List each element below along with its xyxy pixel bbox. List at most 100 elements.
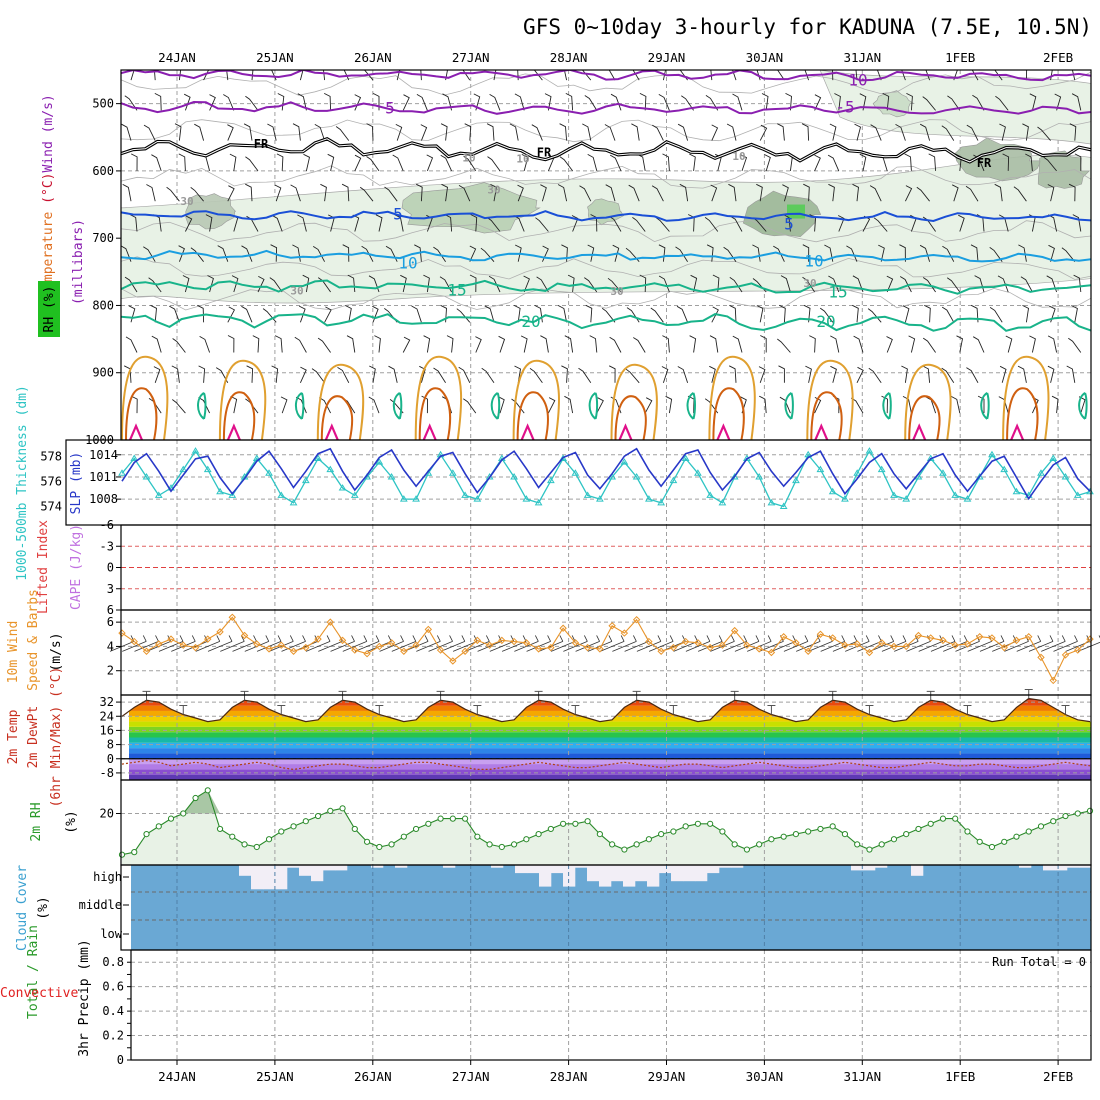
- rh-contour-line: [121, 165, 1091, 189]
- wind10-marker: [706, 643, 714, 652]
- contour-label: 10: [848, 71, 867, 90]
- rh-marker: [327, 807, 334, 815]
- wind-barb: [711, 124, 719, 141]
- temp-mask: [121, 695, 129, 780]
- cloud-high-bar: [1079, 865, 1092, 868]
- slp-marker: [890, 491, 898, 498]
- wind-barb: [169, 305, 180, 323]
- temp-tick-label: -8: [100, 766, 114, 780]
- rh-contour-line: [121, 71, 1091, 96]
- slp-marker: [326, 465, 335, 473]
- isotherm-25-loop: [1002, 355, 1050, 440]
- wind-barb: [1002, 153, 1010, 171]
- wind-barb: [705, 95, 719, 111]
- wind-barb: [420, 70, 422, 81]
- wind-barb: [906, 92, 913, 111]
- wind-barb: [172, 399, 186, 414]
- wind-barb: [327, 153, 335, 172]
- wind-barb: [656, 217, 670, 232]
- wind-barb: [712, 274, 720, 293]
- wind10-marker: [400, 647, 408, 655]
- wind-barb: [777, 123, 785, 141]
- slp-marker: [473, 495, 482, 502]
- wind-barb: [989, 247, 1003, 262]
- wind-barb: [190, 247, 204, 262]
- wind-barb: [681, 95, 694, 111]
- temp-minmax-whisker: [179, 704, 188, 715]
- temp-minmax-whisker: [375, 704, 384, 715]
- wind-barb: [729, 277, 743, 293]
- slp-marker: [191, 447, 200, 454]
- wind-barb: [384, 186, 398, 202]
- wind-barb: [227, 124, 234, 141]
- cloud-high-bar: [575, 865, 588, 868]
- rh-marker: [180, 810, 187, 817]
- wind10-marker: [351, 646, 359, 654]
- wind10-marker: [1025, 633, 1033, 641]
- slp-marker: [375, 458, 384, 465]
- wind10-marker: [191, 643, 200, 652]
- wind10-marker: [939, 636, 947, 645]
- rh-marker: [547, 825, 554, 833]
- wind-barb: [689, 335, 697, 353]
- wind-barb: [174, 123, 182, 141]
- wind-barb: [124, 95, 138, 111]
- wind-barb: [1013, 186, 1027, 202]
- slp-marker: [718, 498, 727, 506]
- contour-label: 30: [803, 277, 816, 290]
- wind-barb: [423, 335, 431, 353]
- wind-barb: [805, 365, 812, 383]
- wind10-barb: [220, 635, 245, 652]
- date-label-bottom: 29JAN: [648, 1069, 686, 1084]
- wind-barb: [581, 70, 592, 81]
- wind-barb: [732, 70, 737, 81]
- wind-barb: [803, 183, 810, 202]
- rh-marker: [645, 836, 652, 843]
- wind-barb: [1071, 305, 1078, 323]
- slp-marker: [828, 487, 837, 495]
- precip-convective-label: Convective: [0, 986, 78, 1001]
- wind10-barb: [305, 635, 331, 652]
- wind10-barb: [636, 635, 662, 652]
- rh-marker: [878, 841, 885, 848]
- contour-label: 30: [610, 285, 623, 298]
- cloud-high-bar: [323, 865, 336, 871]
- wind10-marker: [1000, 643, 1008, 652]
- rh-contour-line: [121, 256, 1091, 280]
- wind-barb: [464, 123, 472, 141]
- wind-barb: [579, 185, 592, 202]
- cloud-high-bar: [527, 865, 540, 874]
- wind10-marker: [902, 642, 910, 651]
- slp-marker: [559, 454, 567, 461]
- wind-barb: [154, 92, 162, 111]
- wind-barb: [274, 335, 283, 353]
- wind-barb: [855, 70, 858, 81]
- slp-marker: [755, 472, 764, 480]
- date-label-top: 25JAN: [256, 50, 294, 65]
- wind-barb: [561, 365, 568, 383]
- wind-barb: [395, 123, 403, 141]
- wind-barb: [956, 335, 964, 353]
- contour-label: 5: [385, 98, 395, 117]
- wind10-barb: [514, 635, 539, 652]
- wind10-marker: [890, 642, 898, 651]
- wind-barb: [886, 336, 893, 353]
- chart-title: GFS 0~10day 3-hourly for KADUNA (7.5E, 1…: [523, 15, 1092, 39]
- cloud-high-bar: [539, 865, 552, 887]
- rh-marker: [1074, 810, 1081, 817]
- slp-marker: [792, 476, 800, 484]
- wind-barb: [662, 335, 670, 353]
- wind-barb: [609, 154, 622, 172]
- cloud-high-bar: [491, 865, 504, 868]
- wind-barb: [809, 335, 816, 353]
- wind-barb: [445, 70, 448, 81]
- slp-marker: [289, 498, 298, 506]
- cloud-units: (%): [36, 896, 51, 919]
- temp-mask: [121, 695, 1091, 722]
- wind10-marker: [951, 641, 959, 649]
- temp-minmax-whisker: [926, 690, 935, 701]
- cloud-high-bar: [587, 865, 600, 882]
- rh-marker: [363, 838, 371, 845]
- cloud-high-bar: [311, 865, 324, 882]
